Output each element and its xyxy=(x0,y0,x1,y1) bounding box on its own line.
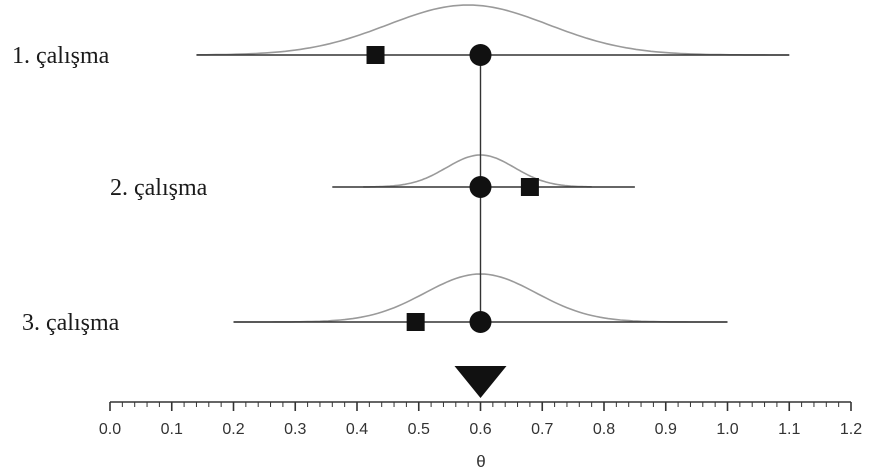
x-axis: 0.0 0.1 0.2 0.3 0.4 0.5 0.6 0.7 0.8 0.9 1.0 1.1 1.2 xyxy=(99,401,862,438)
x-tick-label-1.1: 1.1 xyxy=(778,421,800,438)
x-tick-label-0.9: 0.9 xyxy=(655,421,677,438)
observed-square-study-3 xyxy=(406,313,425,331)
x-tick-label-0.2: 0.2 xyxy=(222,421,244,438)
observed-square-study-1 xyxy=(366,46,385,64)
x-tick-label-0.1: 0.1 xyxy=(161,421,183,438)
x-axis-label: θ xyxy=(476,452,485,471)
density-curve-study-1 xyxy=(196,4,790,56)
x-tick-label-0.7: 0.7 xyxy=(531,421,553,438)
x-tick-label-0.8: 0.8 xyxy=(593,421,615,438)
x-tick-label-1.2: 1.2 xyxy=(840,421,862,438)
study-label-2: 2. çalışma xyxy=(110,175,208,201)
pooled-estimate-triangle xyxy=(454,366,507,398)
density-curve-study-2 xyxy=(363,154,592,188)
shrunk-circle-study-2 xyxy=(469,176,492,198)
density-curves xyxy=(196,4,790,323)
x-tick-label-0.0: 0.0 xyxy=(99,421,121,438)
x-tick-label-1.0: 1.0 xyxy=(716,421,738,438)
study-label-1: 1. çalışma xyxy=(12,43,110,69)
observed-square-study-2 xyxy=(520,178,539,196)
x-tick-label-0.3: 0.3 xyxy=(284,421,306,438)
study-rows: 1. çalışma 2. çalışma 3. çalışma xyxy=(12,43,790,398)
study-label-3: 3. çalışma xyxy=(22,310,120,336)
x-tick-label-0.4: 0.4 xyxy=(346,421,368,438)
shrunk-circle-study-3 xyxy=(469,311,492,333)
shrunk-circle-study-1 xyxy=(469,44,492,66)
x-tick-label-0.6: 0.6 xyxy=(469,421,491,438)
x-tick-label-0.5: 0.5 xyxy=(408,421,430,438)
